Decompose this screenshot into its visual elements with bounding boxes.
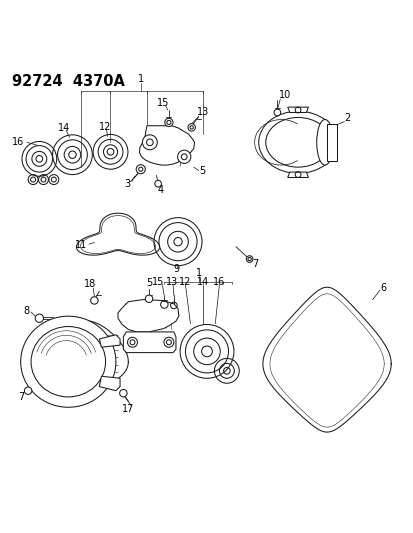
Text: 15: 15	[157, 98, 169, 108]
Ellipse shape	[21, 316, 116, 407]
Circle shape	[35, 314, 43, 322]
Text: 9: 9	[173, 264, 178, 274]
Text: 12: 12	[99, 122, 111, 132]
Polygon shape	[139, 126, 194, 165]
Text: 1: 1	[195, 268, 201, 278]
Circle shape	[142, 135, 157, 150]
Text: 14: 14	[196, 277, 209, 287]
Polygon shape	[287, 107, 308, 112]
Circle shape	[164, 337, 173, 347]
Circle shape	[154, 180, 161, 187]
Text: 7: 7	[18, 392, 25, 402]
Text: 4: 4	[157, 185, 163, 195]
Text: 8: 8	[23, 306, 29, 316]
Circle shape	[127, 337, 137, 347]
Text: 7: 7	[252, 260, 258, 269]
Polygon shape	[123, 332, 176, 353]
Text: 5: 5	[198, 166, 205, 176]
Polygon shape	[326, 124, 337, 161]
Text: 6: 6	[379, 283, 385, 293]
Circle shape	[119, 390, 127, 397]
Text: 92724  4370A: 92724 4370A	[12, 74, 125, 89]
Text: 15: 15	[152, 277, 164, 287]
Text: 11: 11	[75, 240, 87, 251]
Text: 13: 13	[196, 107, 209, 117]
Circle shape	[136, 165, 145, 174]
Text: 16: 16	[213, 277, 225, 287]
Text: 3: 3	[124, 179, 130, 189]
Text: 5: 5	[145, 278, 152, 288]
Polygon shape	[99, 376, 120, 391]
Polygon shape	[118, 300, 178, 332]
Text: 17: 17	[122, 405, 134, 414]
Ellipse shape	[316, 119, 332, 165]
Text: 16: 16	[12, 138, 24, 147]
Circle shape	[273, 109, 280, 116]
Circle shape	[164, 118, 173, 126]
Circle shape	[24, 387, 32, 394]
Polygon shape	[99, 335, 120, 347]
Text: 12: 12	[179, 277, 191, 287]
Text: 10: 10	[278, 90, 290, 100]
Text: 2: 2	[344, 114, 350, 123]
Circle shape	[177, 150, 190, 164]
Text: 13: 13	[165, 277, 178, 287]
Circle shape	[145, 295, 152, 303]
Circle shape	[246, 256, 252, 262]
Text: 18: 18	[84, 279, 96, 289]
Circle shape	[90, 297, 98, 304]
Text: 14: 14	[58, 123, 70, 133]
Ellipse shape	[258, 111, 337, 173]
Circle shape	[188, 124, 195, 131]
Text: 1: 1	[138, 75, 143, 84]
Polygon shape	[287, 172, 308, 177]
